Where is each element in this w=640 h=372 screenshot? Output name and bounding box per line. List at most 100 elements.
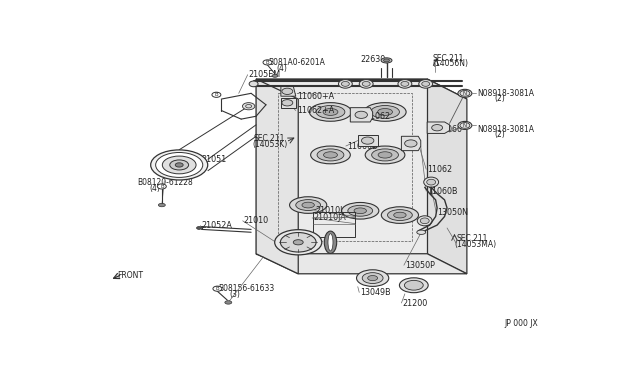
Ellipse shape bbox=[427, 179, 436, 185]
Ellipse shape bbox=[213, 286, 222, 291]
Ellipse shape bbox=[388, 210, 412, 221]
Text: SEC.211: SEC.211 bbox=[432, 54, 463, 62]
Text: (4): (4) bbox=[150, 184, 160, 193]
Text: B081A0-6201A: B081A0-6201A bbox=[269, 58, 325, 67]
Ellipse shape bbox=[324, 231, 337, 253]
Text: 21052A: 21052A bbox=[202, 221, 232, 230]
Ellipse shape bbox=[157, 184, 166, 189]
Polygon shape bbox=[281, 86, 296, 96]
Text: 11062: 11062 bbox=[365, 112, 390, 121]
Ellipse shape bbox=[293, 240, 303, 245]
Polygon shape bbox=[428, 79, 467, 274]
Ellipse shape bbox=[417, 230, 426, 234]
Polygon shape bbox=[428, 122, 449, 134]
Ellipse shape bbox=[324, 152, 337, 158]
Text: B08120-61228: B08120-61228 bbox=[137, 178, 193, 187]
Ellipse shape bbox=[362, 81, 370, 86]
Ellipse shape bbox=[328, 234, 333, 251]
Ellipse shape bbox=[417, 216, 432, 226]
Ellipse shape bbox=[458, 89, 472, 97]
Ellipse shape bbox=[156, 153, 203, 177]
Text: N08918-3081A: N08918-3081A bbox=[477, 125, 534, 134]
Text: (2): (2) bbox=[494, 94, 505, 103]
Ellipse shape bbox=[196, 227, 202, 230]
Ellipse shape bbox=[170, 160, 189, 170]
Ellipse shape bbox=[431, 125, 443, 131]
Ellipse shape bbox=[424, 177, 438, 187]
Ellipse shape bbox=[150, 150, 208, 180]
Ellipse shape bbox=[458, 121, 472, 129]
Text: B08156-61633: B08156-61633 bbox=[218, 284, 274, 293]
Ellipse shape bbox=[310, 146, 350, 164]
Polygon shape bbox=[350, 108, 372, 122]
Text: 21051: 21051 bbox=[202, 155, 227, 164]
Ellipse shape bbox=[354, 208, 367, 214]
Ellipse shape bbox=[404, 280, 423, 290]
Ellipse shape bbox=[163, 156, 196, 174]
Text: (2): (2) bbox=[494, 130, 505, 140]
Text: (4): (4) bbox=[276, 64, 287, 73]
Polygon shape bbox=[256, 79, 428, 254]
Text: 22630: 22630 bbox=[360, 55, 385, 64]
Ellipse shape bbox=[175, 163, 183, 167]
Ellipse shape bbox=[356, 270, 388, 286]
Text: (14056N): (14056N) bbox=[432, 59, 468, 68]
Text: SEC.211: SEC.211 bbox=[457, 234, 488, 243]
Ellipse shape bbox=[362, 273, 383, 283]
Text: B: B bbox=[160, 184, 164, 189]
Text: B: B bbox=[266, 60, 269, 65]
Text: 2105EM: 2105EM bbox=[249, 70, 281, 79]
Ellipse shape bbox=[280, 232, 316, 252]
Ellipse shape bbox=[275, 230, 322, 255]
Ellipse shape bbox=[372, 149, 399, 161]
Polygon shape bbox=[281, 97, 296, 108]
Polygon shape bbox=[401, 136, 420, 151]
Ellipse shape bbox=[296, 200, 321, 211]
Polygon shape bbox=[358, 135, 378, 146]
Text: 11060+A: 11060+A bbox=[297, 92, 334, 101]
Ellipse shape bbox=[420, 218, 429, 224]
Ellipse shape bbox=[460, 90, 470, 96]
Text: 21010J: 21010J bbox=[316, 206, 343, 215]
Text: 13050P: 13050P bbox=[405, 261, 435, 270]
Text: 13049B: 13049B bbox=[360, 288, 391, 297]
Text: JP 000 JX: JP 000 JX bbox=[504, 320, 538, 328]
Text: FRONT: FRONT bbox=[118, 271, 144, 280]
Text: 13050N: 13050N bbox=[437, 208, 468, 217]
Ellipse shape bbox=[359, 80, 373, 88]
Ellipse shape bbox=[282, 100, 292, 106]
Ellipse shape bbox=[371, 106, 399, 118]
Polygon shape bbox=[256, 79, 298, 274]
Ellipse shape bbox=[419, 80, 433, 88]
Ellipse shape bbox=[249, 81, 258, 87]
Ellipse shape bbox=[422, 81, 429, 86]
Ellipse shape bbox=[404, 140, 417, 147]
Ellipse shape bbox=[323, 109, 338, 115]
Ellipse shape bbox=[289, 197, 327, 214]
Ellipse shape bbox=[272, 74, 278, 77]
Ellipse shape bbox=[460, 122, 470, 128]
Ellipse shape bbox=[339, 80, 352, 88]
Ellipse shape bbox=[401, 81, 409, 86]
Ellipse shape bbox=[381, 58, 392, 63]
Text: 11060B: 11060B bbox=[428, 187, 458, 196]
Ellipse shape bbox=[399, 278, 428, 293]
Ellipse shape bbox=[381, 207, 419, 223]
Text: 11062+A: 11062+A bbox=[297, 106, 334, 115]
Text: (3): (3) bbox=[230, 290, 241, 299]
Ellipse shape bbox=[212, 92, 221, 97]
Ellipse shape bbox=[342, 202, 379, 219]
Text: N08918-3081A: N08918-3081A bbox=[477, 89, 534, 98]
Ellipse shape bbox=[225, 301, 232, 304]
Polygon shape bbox=[256, 254, 467, 274]
Ellipse shape bbox=[302, 202, 314, 208]
Text: 21010JA: 21010JA bbox=[313, 214, 346, 222]
Ellipse shape bbox=[309, 103, 351, 121]
Text: SEC.211: SEC.211 bbox=[253, 134, 285, 143]
Polygon shape bbox=[256, 79, 467, 99]
Ellipse shape bbox=[367, 276, 378, 280]
Ellipse shape bbox=[378, 109, 392, 115]
Ellipse shape bbox=[398, 80, 412, 88]
Text: 11060B: 11060B bbox=[347, 141, 378, 151]
Ellipse shape bbox=[263, 60, 272, 65]
